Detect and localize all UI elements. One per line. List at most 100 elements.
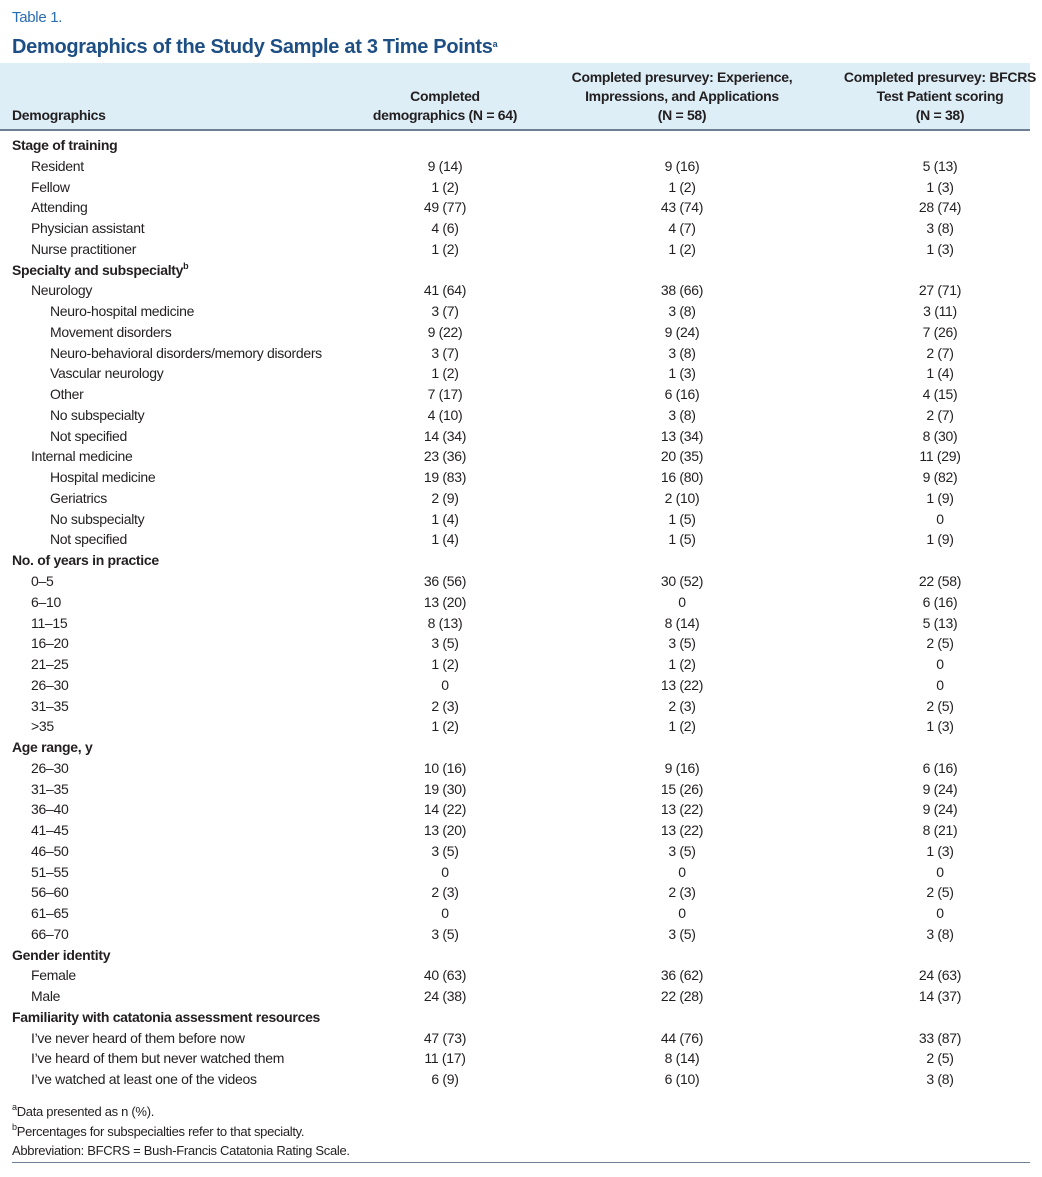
cell-value: 2 (5) <box>926 884 954 901</box>
row-label: Neuro-behavioral disorders/memory disord… <box>50 344 322 361</box>
row-label: Attending <box>31 199 88 216</box>
cell-value: 0 <box>936 656 944 672</box>
section-text: No. of years in practice <box>12 552 159 569</box>
cell-value: 3 (8) <box>926 925 954 942</box>
cell-value: 3 (5) <box>431 842 459 859</box>
cell-value: 5 (13) <box>922 614 958 631</box>
cell-value: 10 (16) <box>423 759 467 776</box>
cell-value: 1 (4) <box>431 531 459 548</box>
footnote-mark: b <box>12 1121 17 1132</box>
cell-value: 1 (9) <box>926 531 954 548</box>
row-label: I’ve watched at least one of the videos <box>31 1071 257 1088</box>
cell-value: 2 (3) <box>668 697 696 714</box>
cell-value: 13 (20) <box>423 822 467 839</box>
cell-value: 8 (14) <box>664 614 700 631</box>
cell-value: 2 (5) <box>926 1050 954 1067</box>
cell-value: 0 <box>441 905 449 922</box>
footnote: Abbreviation: BFCRS = Bush-Francis Catat… <box>12 1141 350 1161</box>
header-band <box>0 63 1030 131</box>
title-note: a <box>492 39 498 49</box>
cell-value: 24 (38) <box>423 988 467 1005</box>
cell-value: 2 (9) <box>431 489 459 506</box>
cell-value: 1 (9) <box>926 489 954 506</box>
cell-value: 0 <box>678 593 686 610</box>
table-label: Table 1. <box>12 9 63 26</box>
cell-value: 3 (7) <box>431 303 459 320</box>
cell-value: 15 (26) <box>660 780 704 797</box>
row-label: Vascular neurology <box>50 365 164 382</box>
cell-value: 0 <box>441 676 449 693</box>
row-label: Neurology <box>31 282 93 299</box>
cell-value: 1 (4) <box>431 510 459 527</box>
cell-value: 14 (37) <box>918 988 962 1005</box>
cell-value: 4 (7) <box>668 220 696 236</box>
section-label: Familiarity with catatonia assessment re… <box>12 1007 320 1027</box>
row-label: Neuro-hospital medicine <box>50 303 195 320</box>
section-label: Stage of training <box>12 135 118 155</box>
cell-value: 1 (2) <box>668 178 696 195</box>
cell-value: 8 (21) <box>922 822 958 839</box>
row-label: Other <box>50 386 84 403</box>
cell-value: 8 (14) <box>664 1050 700 1067</box>
cell-value: 13 (22) <box>660 676 704 693</box>
cell-value: 0 <box>678 863 686 880</box>
cell-value: 4 (10) <box>427 406 463 423</box>
section-label: Gender identity <box>12 945 110 965</box>
row-label: Not specified <box>50 427 128 444</box>
row-label: No subspecialty <box>50 510 145 527</box>
row-label: Male <box>31 988 61 1005</box>
row-label: 31–35 <box>31 780 69 797</box>
cell-value: 2 (5) <box>926 697 954 714</box>
cell-value: 9 (22) <box>427 323 463 340</box>
cell-value: 24 (63) <box>918 967 962 984</box>
cell-value: 2 (3) <box>431 884 459 901</box>
row-label: >35 <box>31 718 54 735</box>
section-text: Stage of training <box>12 137 118 153</box>
cell-value: 3 (5) <box>668 635 696 652</box>
cell-value: 14 (34) <box>423 427 467 444</box>
section-label: Specialty and subspecialtyb <box>12 260 189 280</box>
cell-value: 8 (30) <box>922 427 958 444</box>
footnote: bPercentages for subspecialties refer to… <box>12 1121 305 1142</box>
row-label: 66–70 <box>31 925 69 942</box>
row-label: Movement disorders <box>50 323 172 340</box>
row-label: 0–5 <box>31 573 54 589</box>
cell-value: 0 <box>441 863 449 880</box>
cell-value: 1 (2) <box>431 178 459 195</box>
cell-value: 16 (80) <box>660 469 704 486</box>
cell-value: 19 (30) <box>423 780 467 797</box>
footnote-mark: a <box>12 1102 17 1112</box>
cell-value: 3 (8) <box>668 303 696 320</box>
cell-value: 1 (2) <box>431 656 459 672</box>
row-label: 51–55 <box>31 863 69 880</box>
cell-value: 43 (74) <box>660 199 704 216</box>
cell-value: 13 (22) <box>660 822 704 839</box>
footnote-text: Abbreviation: BFCRS = Bush-Francis Catat… <box>12 1143 350 1158</box>
row-label: Hospital medicine <box>50 469 156 486</box>
cell-value: 2 (3) <box>431 697 459 714</box>
row-label: 26–30 <box>31 676 69 693</box>
section-text: Age range, y <box>12 739 93 755</box>
cell-value: 44 (76) <box>660 1029 704 1046</box>
cell-value: 19 (83) <box>423 469 467 486</box>
cell-value: 30 (52) <box>660 573 704 589</box>
cell-value: 0 <box>936 863 944 880</box>
cell-value: 2 (7) <box>926 344 954 361</box>
row-label: 56–60 <box>31 884 69 901</box>
column-header: Completed <box>410 88 480 104</box>
table-title: Demographics of the Study Sample at 3 Ti… <box>12 34 498 60</box>
cell-value: 33 (87) <box>918 1029 962 1046</box>
column-header: Demographics <box>12 107 106 123</box>
cell-value: 6 (9) <box>431 1071 459 1088</box>
row-label: Internal medicine <box>31 448 133 465</box>
cell-value: 7 (17) <box>427 386 463 403</box>
cell-value: 1 (2) <box>431 240 459 257</box>
row-label: 26–30 <box>31 759 69 776</box>
row-label: I’ve heard of them but never watched the… <box>31 1050 285 1067</box>
row-label: Fellow <box>31 178 70 195</box>
cell-value: 22 (28) <box>660 988 704 1005</box>
cell-value: 3 (7) <box>431 344 459 361</box>
cell-value: 36 (62) <box>660 967 704 984</box>
cell-value: 36 (56) <box>423 573 467 589</box>
